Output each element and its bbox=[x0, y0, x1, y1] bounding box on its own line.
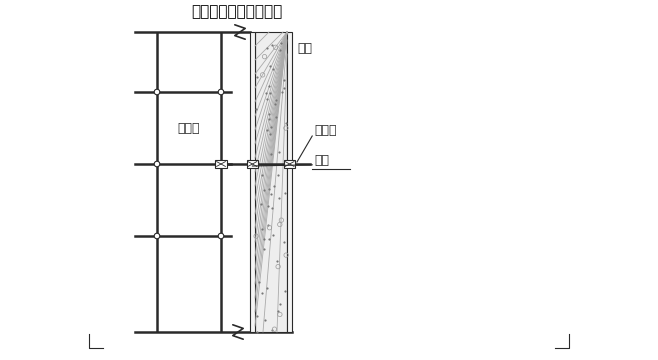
Point bbox=[265, 63, 276, 69]
Point bbox=[279, 239, 290, 245]
Text: 脚手架: 脚手架 bbox=[177, 122, 199, 135]
Point bbox=[257, 226, 268, 232]
Text: 结构: 结构 bbox=[297, 41, 312, 54]
Bar bbox=[250, 32, 255, 332]
Circle shape bbox=[154, 161, 160, 167]
Point bbox=[260, 317, 270, 323]
Point bbox=[257, 290, 267, 296]
Bar bbox=[247, 161, 258, 168]
Point bbox=[262, 96, 272, 102]
Point bbox=[261, 127, 272, 132]
Point bbox=[252, 329, 263, 334]
Point bbox=[276, 89, 287, 95]
Text: 连墙件扣件连接示意图: 连墙件扣件连接示意图 bbox=[191, 4, 283, 19]
Point bbox=[263, 111, 274, 116]
Point bbox=[279, 77, 290, 82]
Point bbox=[257, 172, 267, 178]
Bar bbox=[284, 161, 295, 168]
Point bbox=[263, 83, 274, 89]
Bar bbox=[255, 32, 287, 332]
Point bbox=[254, 279, 265, 285]
Point bbox=[265, 237, 275, 242]
Point bbox=[273, 309, 284, 314]
Point bbox=[271, 114, 282, 120]
Point bbox=[259, 237, 269, 242]
Point bbox=[259, 246, 269, 252]
Point bbox=[271, 96, 282, 102]
Bar bbox=[287, 32, 292, 332]
Point bbox=[259, 188, 270, 193]
Point bbox=[267, 42, 278, 48]
Point bbox=[281, 120, 291, 126]
Point bbox=[265, 186, 275, 192]
Point bbox=[262, 285, 272, 291]
Point bbox=[268, 66, 278, 72]
Point bbox=[252, 75, 263, 80]
Circle shape bbox=[154, 233, 160, 239]
Point bbox=[267, 232, 278, 238]
Text: 扣件: 扣件 bbox=[315, 153, 329, 166]
Point bbox=[255, 201, 266, 207]
Point bbox=[270, 101, 280, 107]
Point bbox=[251, 107, 261, 112]
Point bbox=[261, 90, 272, 96]
Point bbox=[252, 313, 263, 319]
Circle shape bbox=[218, 89, 224, 95]
Point bbox=[280, 190, 290, 196]
Bar bbox=[215, 161, 226, 168]
Point bbox=[276, 40, 286, 45]
Point bbox=[274, 301, 285, 307]
Circle shape bbox=[154, 89, 160, 95]
Point bbox=[274, 149, 284, 155]
Point bbox=[265, 90, 275, 96]
Point bbox=[279, 85, 290, 91]
Circle shape bbox=[218, 161, 224, 167]
Point bbox=[265, 191, 276, 197]
Point bbox=[266, 204, 277, 210]
Point bbox=[266, 124, 276, 130]
Point bbox=[272, 258, 282, 264]
Point bbox=[263, 222, 274, 228]
Point bbox=[280, 288, 291, 294]
Point bbox=[273, 172, 284, 177]
Point bbox=[265, 131, 275, 137]
Point bbox=[263, 203, 274, 209]
Point bbox=[264, 116, 274, 122]
Point bbox=[269, 183, 280, 189]
Point bbox=[262, 46, 272, 51]
Point bbox=[266, 327, 277, 333]
Text: 连墙杆: 连墙杆 bbox=[315, 123, 337, 136]
Circle shape bbox=[218, 233, 224, 239]
Point bbox=[274, 195, 284, 201]
Point bbox=[266, 151, 276, 157]
Point bbox=[274, 48, 285, 53]
